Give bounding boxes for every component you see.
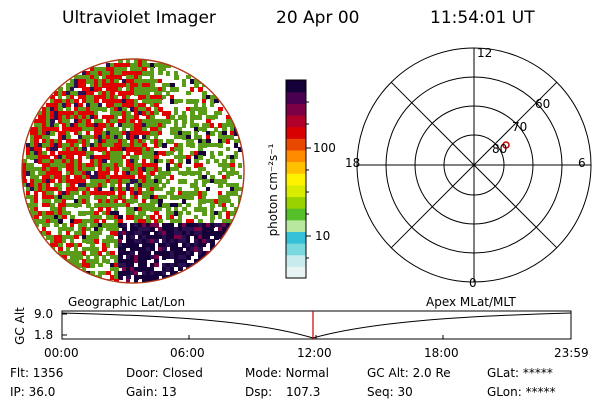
time-tick-2359: 23:59 [554,346,589,360]
status-ip: IP: 36.0 [10,385,56,399]
status-flight: Flt: 1356 [10,366,64,380]
color-scale-segment [286,80,306,93]
color-scale-segment [286,126,306,139]
status-gain: Gain: 13 [126,385,177,399]
color-scale-segment [286,161,306,174]
polar-label-mlt-6: 6 [578,156,586,170]
color-scale-bar [286,80,306,279]
colorbar-tick-100: 100 [313,141,336,155]
status-glat: GLat: ***** [487,366,553,380]
status-gc-alt: GC Alt: 2.0 Re [367,366,451,380]
status-mode: Mode: Normal [245,366,329,380]
time-tick-0000: 00:00 [44,346,79,360]
color-scale-segment [286,91,306,104]
time-label: 11:54:01 UT [430,8,535,28]
status-glon: GLon: ***** [487,385,556,399]
polar-label-mlt-18: 18 [345,156,361,170]
polar-label-mlt-0: 0 [469,276,477,290]
polar-label-lat-70: 70 [512,120,528,134]
altitude-curve [61,312,572,339]
date-label: 20 Apr 00 [276,8,360,28]
altitude-plot-frame [61,310,572,340]
color-scale-segment [286,103,306,116]
color-scale-segment [286,114,306,128]
color-scale-frame [285,79,307,279]
altitude-ylabel: GC Alt [13,307,27,345]
status-door: Door: Closed [126,366,203,380]
color-scale-segment [286,208,306,221]
altitude-plot-ticks [62,313,444,339]
color-scale-ticks [306,101,311,259]
status-seq: Seq: 30 [367,385,413,399]
spacecraft-position-marker [502,141,510,149]
color-scale-segment [286,254,306,267]
color-scale-segment [286,243,306,256]
time-tick-1200: 12:00 [297,346,332,360]
color-scale-segment [286,173,306,186]
apex-label: Apex MLat/MLT [426,295,516,309]
color-scale-segment [286,184,306,198]
geographic-label: Geographic Lat/Lon [68,295,186,309]
altitude-ytick-low: 1.8 [34,328,54,342]
time-tick-1800: 18:00 [424,346,459,360]
color-scale-segment [286,149,306,163]
color-scale-segment [286,138,306,151]
disc-limb [21,58,245,284]
color-scale-segment [286,219,306,233]
color-scale-segment [286,231,306,244]
polar-label-mlt-12: 12 [477,46,493,60]
colorbar-units-label: photon cm⁻²s⁻¹ [266,143,280,237]
color-scale-segment [286,196,306,209]
color-scale-segment [286,266,306,279]
status-dsp: Dsp: [245,385,273,399]
uv-image-disc [22,59,244,283]
colorbar-tick-10: 10 [315,229,331,243]
instrument-title: Ultraviolet Imager [62,8,216,28]
polar-grid [356,47,592,283]
time-tick-0600: 06:00 [170,346,205,360]
polar-label-lat-80: 80 [492,142,508,156]
altitude-ytick-high: 9.0 [34,307,54,321]
polar-label-lat-60: 60 [535,97,551,111]
status-dsp-value: 107.3 [286,385,321,399]
